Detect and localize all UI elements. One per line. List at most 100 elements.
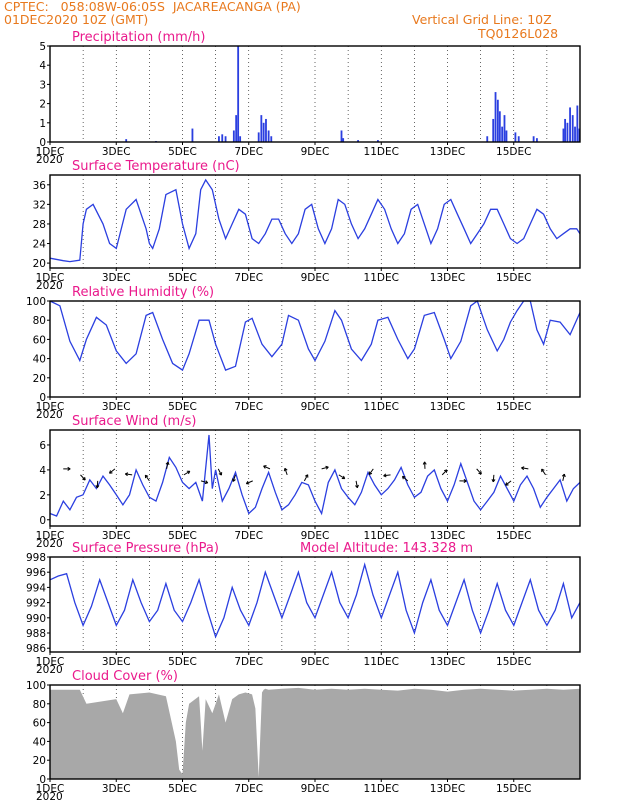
rh-ytick-label: 80 bbox=[33, 315, 46, 327]
temp-panel: 20 24 28 32 36 1DEC 3DEC 5DEC 7DEC 9DEC 11DEC 13DEC… bbox=[33, 159, 581, 292]
wind-arrow bbox=[246, 480, 253, 485]
precip-bar bbox=[224, 136, 227, 142]
wind-arrow-head bbox=[521, 466, 525, 471]
rh-xtick-label: 7DEC bbox=[234, 401, 263, 413]
precip-bar bbox=[501, 126, 504, 142]
pres-line bbox=[49, 562, 581, 639]
wind-ytick-label: 2 bbox=[39, 490, 46, 502]
precip-bar bbox=[571, 115, 574, 142]
wind-arrow bbox=[402, 476, 409, 482]
precip-bar bbox=[503, 115, 506, 142]
precip-xtick-label: 11DEC bbox=[364, 146, 399, 158]
temp-ytick-label: 32 bbox=[33, 199, 46, 211]
cloud-xtick-label: 1DEC bbox=[36, 783, 65, 795]
pres-ytick-label: 992 bbox=[26, 598, 46, 610]
wind-arrow-head bbox=[109, 470, 113, 474]
wind-arrow bbox=[217, 468, 222, 476]
precip-bar bbox=[574, 126, 576, 142]
rh-xtick-label: 3DEC bbox=[102, 401, 131, 413]
precip-bar bbox=[239, 136, 242, 142]
wind-arrow-head bbox=[541, 468, 545, 473]
wind-arrow bbox=[492, 474, 495, 482]
wind-arrow bbox=[109, 468, 116, 474]
wind-arrow bbox=[284, 468, 288, 476]
wind-arrow bbox=[321, 466, 329, 470]
wind-xtick-label: 5DEC bbox=[168, 530, 197, 542]
wind-arrow-head bbox=[505, 482, 509, 486]
cloud-xtick-label: 5DEC bbox=[168, 783, 197, 795]
temp-xtick-label: 11DEC bbox=[364, 272, 399, 284]
precip-bar bbox=[262, 122, 265, 142]
wind-line bbox=[49, 434, 581, 517]
wind-arrow-head bbox=[144, 474, 149, 479]
precip-bar bbox=[569, 107, 571, 142]
pres-annotation: Model Altitude: 143.328 m bbox=[300, 541, 473, 556]
temp-xtick-label: 13DEC bbox=[430, 272, 465, 284]
wind-arrow-head bbox=[491, 478, 496, 483]
rh-title: Relative Humidity (%) bbox=[72, 285, 214, 300]
wind-arrow-head bbox=[95, 484, 100, 489]
temp-xtick-label: 5DEC bbox=[168, 272, 197, 284]
rh-ytick-label: 40 bbox=[33, 354, 46, 366]
rh-year-label: 2020 bbox=[36, 409, 63, 421]
wind-xtick-label: 3DEC bbox=[102, 530, 131, 542]
wind-xtick-label: 9DEC bbox=[301, 530, 330, 542]
rh-ytick-label: 60 bbox=[33, 334, 46, 346]
wind-arrow bbox=[200, 480, 208, 484]
pres-ytick-label: 998 bbox=[26, 552, 46, 564]
precip-bar bbox=[125, 139, 128, 142]
precip-ytick-label: 5 bbox=[39, 41, 46, 53]
wind-arrow bbox=[355, 480, 358, 488]
wind-ytick-label: 6 bbox=[39, 440, 46, 452]
wind-arrow bbox=[166, 461, 169, 469]
cloud-xtick-label: 9DEC bbox=[301, 783, 330, 795]
precip-bar bbox=[260, 115, 263, 142]
pres-ytick-label: 994 bbox=[26, 582, 46, 594]
precip-ytick-label: 0 bbox=[39, 137, 46, 149]
temp-line bbox=[49, 178, 581, 263]
precip-bar bbox=[237, 46, 240, 142]
precip-bar bbox=[498, 111, 501, 142]
pres-xtick-label: 7DEC bbox=[234, 656, 263, 668]
wind-arrow-head bbox=[478, 471, 482, 475]
wind-xtick-label: 11DEC bbox=[364, 530, 399, 542]
rh-xtick-label: 9DEC bbox=[301, 401, 330, 413]
precip-bar bbox=[265, 118, 267, 142]
precip-bar bbox=[496, 99, 499, 142]
wind-xtick-label: 13DEC bbox=[430, 530, 465, 542]
temp-ytick-label: 20 bbox=[33, 258, 46, 270]
precip-xtick-label: 3DEC bbox=[102, 146, 131, 158]
precip-year-label: 2020 bbox=[36, 154, 63, 166]
temp-title: Surface Temperature (nC) bbox=[72, 159, 240, 174]
wind-arrow bbox=[441, 469, 448, 476]
precip-bar bbox=[492, 118, 495, 142]
precip-xtick-label: 5DEC bbox=[168, 146, 197, 158]
wind-arrow bbox=[80, 474, 86, 481]
cloud-year-label: 2020 bbox=[36, 791, 63, 800]
wind-arrow-head bbox=[383, 473, 387, 478]
temp-ytick-label: 24 bbox=[33, 239, 47, 251]
wind-arrow bbox=[338, 474, 346, 480]
wind-arrow-head bbox=[263, 465, 267, 469]
precip-ytick-label: 3 bbox=[39, 79, 46, 91]
precip-bar bbox=[564, 118, 567, 142]
rh-ytick-label: 20 bbox=[33, 373, 46, 385]
temp-xtick-label: 9DEC bbox=[301, 272, 330, 284]
precip-ytick-label: 2 bbox=[39, 99, 46, 111]
wind-arrow-head bbox=[204, 480, 209, 485]
precip-title: Precipitation (mm/h) bbox=[72, 30, 205, 45]
wind-arrow-head bbox=[355, 484, 359, 489]
cloud-ytick-label: 100 bbox=[26, 680, 46, 692]
wind-arrow bbox=[368, 468, 374, 475]
wind-arrow bbox=[505, 480, 512, 486]
wind-arrow bbox=[562, 473, 565, 481]
rh-line bbox=[49, 299, 581, 372]
cloud-xtick-label: 15DEC bbox=[496, 783, 531, 795]
rh-xtick-label: 11DEC bbox=[364, 401, 399, 413]
cloud-panel: 0 20 40 60 80 100 1DEC 3DEC 5DEC 7DEC 9DEC 11DEC 13D… bbox=[26, 669, 581, 800]
cloud-area bbox=[50, 687, 580, 779]
precip-bar bbox=[357, 140, 359, 142]
precip-bar bbox=[517, 136, 520, 142]
pres-xtick-label: 1DEC bbox=[36, 656, 65, 668]
